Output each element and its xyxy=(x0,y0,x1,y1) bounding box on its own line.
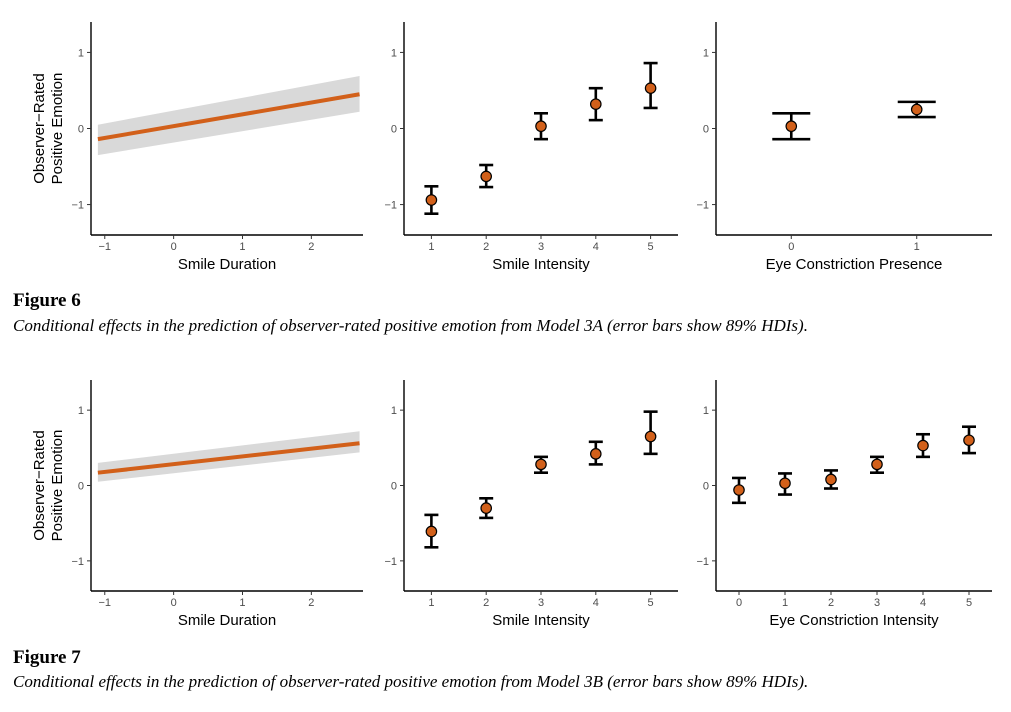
chart-panel-3: −1 0 1 0 1 Eye Constriction Presence xyxy=(696,22,992,273)
x-tick-label: 1 xyxy=(914,241,920,253)
x-tick-label: 2 xyxy=(308,241,314,253)
chart-panel-5: −1 0 1 1 2 3 4 5 Smile Intensity xyxy=(384,380,678,629)
figure-6-caption: Conditional effects in the prediction of… xyxy=(13,316,808,335)
x-tick-label: 5 xyxy=(648,241,654,253)
x-tick-label: 2 xyxy=(483,597,489,609)
data-point xyxy=(535,120,547,133)
x-tick-label: 2 xyxy=(828,597,834,609)
chart-panel-6: −1 0 1 0 1 2 3 4 5 Eye Constriction Intensity xyxy=(696,380,992,629)
y-tick-label: −1 xyxy=(384,556,397,568)
y-tick-label: 0 xyxy=(78,124,84,136)
x-tick-label: 4 xyxy=(593,597,599,609)
data-point xyxy=(825,473,837,486)
trend-line xyxy=(97,441,360,475)
y-axis-title: Positive Emotion xyxy=(49,73,66,185)
y-tick-label: 1 xyxy=(391,47,397,59)
y-tick-label: −1 xyxy=(71,556,84,568)
y-tick-label: 1 xyxy=(78,405,84,417)
data-point xyxy=(425,194,438,206)
data-point xyxy=(425,525,438,538)
data-point xyxy=(917,439,929,452)
chart-panel-1: −1 0 1 −1 0 1 2 Smile Duration Observer−Rated Pos… xyxy=(31,22,363,273)
data-point xyxy=(779,477,791,490)
x-tick-label: 3 xyxy=(538,241,544,253)
chart-panel-4: −1 0 1 −1 0 1 2 Smile Duration Observer−Rated Pos… xyxy=(31,380,363,629)
x-tick-label: 1 xyxy=(239,241,245,253)
data-point xyxy=(733,484,745,496)
chart-panel-2: −1 0 1 1 2 3 4 5 Smile Intensity xyxy=(384,22,678,273)
y-tick-label: 0 xyxy=(391,481,397,493)
data-point xyxy=(480,170,492,183)
x-tick-label: 5 xyxy=(648,597,654,609)
x-tick-label: 1 xyxy=(239,597,245,609)
x-tick-label: 1 xyxy=(428,597,434,609)
x-tick-label: 4 xyxy=(593,241,599,253)
x-tick-label: 0 xyxy=(788,241,794,253)
x-tick-label: 4 xyxy=(920,597,926,609)
x-tick-label: 0 xyxy=(736,597,742,609)
x-axis-title: Eye Constriction Presence xyxy=(766,256,943,273)
y-tick-label: 1 xyxy=(703,405,709,417)
x-axis-title: Smile Intensity xyxy=(492,612,590,629)
figure-7-label: Figure 7 xyxy=(13,647,81,668)
figure-7-caption: Conditional effects in the prediction of… xyxy=(13,672,809,691)
y-tick-label: 0 xyxy=(703,124,709,136)
x-tick-label: 2 xyxy=(483,241,489,253)
data-point xyxy=(644,82,657,94)
x-axis-title: Smile Intensity xyxy=(492,256,590,273)
data-point xyxy=(589,448,602,460)
data-point xyxy=(963,434,975,447)
data-point xyxy=(910,103,923,116)
x-axis-title: Eye Constriction Intensity xyxy=(769,612,939,629)
x-tick-label: 0 xyxy=(171,241,177,253)
y-tick-label: 1 xyxy=(391,405,397,417)
x-tick-label: 3 xyxy=(874,597,880,609)
x-axis-title: Smile Duration xyxy=(178,612,276,629)
data-point xyxy=(871,458,883,471)
x-tick-label: −1 xyxy=(98,241,111,253)
y-axis-title: Positive Emotion xyxy=(49,430,66,542)
x-tick-label: 1 xyxy=(428,241,434,253)
x-tick-label: 2 xyxy=(308,597,314,609)
data-point xyxy=(644,430,657,443)
data-point xyxy=(785,120,798,133)
data-point xyxy=(480,502,492,514)
y-tick-label: −1 xyxy=(696,200,709,212)
x-axis-title: Smile Duration xyxy=(178,256,276,273)
y-tick-label: −1 xyxy=(696,556,709,568)
x-tick-label: −1 xyxy=(98,597,111,609)
data-point xyxy=(589,98,602,110)
y-tick-label: 0 xyxy=(391,124,397,136)
y-tick-label: 0 xyxy=(78,481,84,493)
y-axis-title: Observer−Rated xyxy=(31,430,48,540)
y-tick-label: −1 xyxy=(71,200,84,212)
trend-line xyxy=(97,92,360,142)
x-tick-label: 3 xyxy=(538,597,544,609)
y-tick-label: 1 xyxy=(78,47,84,59)
data-point xyxy=(535,458,547,471)
y-tick-label: 0 xyxy=(703,481,709,493)
x-tick-label: 0 xyxy=(171,597,177,609)
figure-6-label: Figure 6 xyxy=(13,290,81,311)
y-tick-label: −1 xyxy=(384,200,397,212)
y-axis-title: Observer−Rated xyxy=(31,73,48,183)
x-tick-label: 5 xyxy=(966,597,972,609)
y-tick-label: 1 xyxy=(703,47,709,59)
x-tick-label: 1 xyxy=(782,597,788,609)
